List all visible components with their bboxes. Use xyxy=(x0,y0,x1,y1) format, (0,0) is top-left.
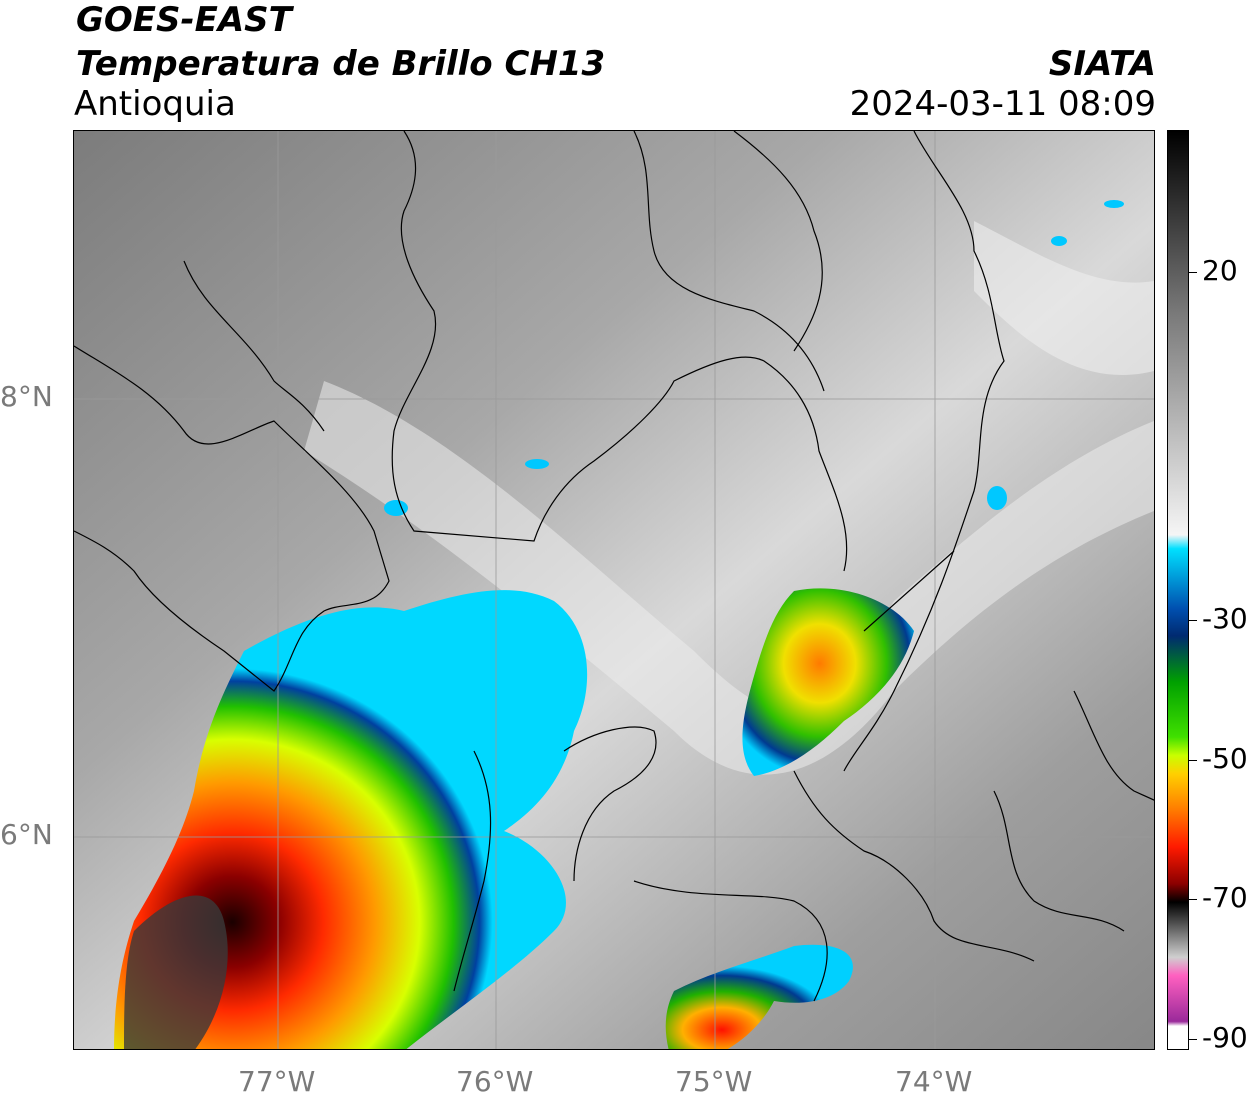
product-title: Temperatura de Brillo CH13 xyxy=(76,44,606,84)
colorbar-label: -70 xyxy=(1202,881,1248,914)
storm-cell-southwest xyxy=(114,590,588,1049)
satellite-map[interactable] xyxy=(73,130,1155,1050)
storm-cell-east xyxy=(742,588,914,776)
colorbar-label: -30 xyxy=(1202,602,1248,635)
lon-label-77w: 77°W xyxy=(238,1065,316,1098)
cold-spot xyxy=(1104,200,1124,208)
colorbar-label: 20 xyxy=(1202,254,1238,287)
cloud-band-ne xyxy=(974,221,1154,375)
boundaries xyxy=(74,131,1154,1002)
cold-top-region xyxy=(124,895,228,1049)
colorbar-label: -90 xyxy=(1202,1021,1248,1054)
cold-spot xyxy=(525,459,549,469)
satellite-title: GOES-EAST xyxy=(76,0,292,40)
storm-cell-south xyxy=(665,944,853,1049)
cold-spot xyxy=(1051,236,1067,246)
region-label: Antioquia xyxy=(74,84,236,124)
colorbar-tick xyxy=(1189,620,1197,621)
colorbar-tick xyxy=(1189,1039,1197,1040)
colorbar-tick xyxy=(1189,272,1197,273)
brand-label: SIATA xyxy=(1048,44,1156,84)
cold-spot xyxy=(384,500,408,516)
lon-label-76w: 76°W xyxy=(456,1065,534,1098)
colorbar-tick xyxy=(1189,899,1197,900)
datetime-label: 2024-03-11 08:09 xyxy=(849,84,1156,124)
lon-label-75w: 75°W xyxy=(675,1065,753,1098)
map-canvas xyxy=(74,131,1154,1049)
colorbar-label: -50 xyxy=(1202,742,1248,775)
lat-label-6n: 6°N xyxy=(0,818,53,851)
cold-spot xyxy=(987,486,1007,510)
colorbar-tick xyxy=(1189,760,1197,761)
lon-label-74w: 74°W xyxy=(895,1065,973,1098)
cloud-band xyxy=(304,381,1154,775)
lat-label-8n: 8°N xyxy=(0,380,53,413)
gridlines xyxy=(74,131,1154,1049)
colorbar xyxy=(1167,130,1189,1050)
